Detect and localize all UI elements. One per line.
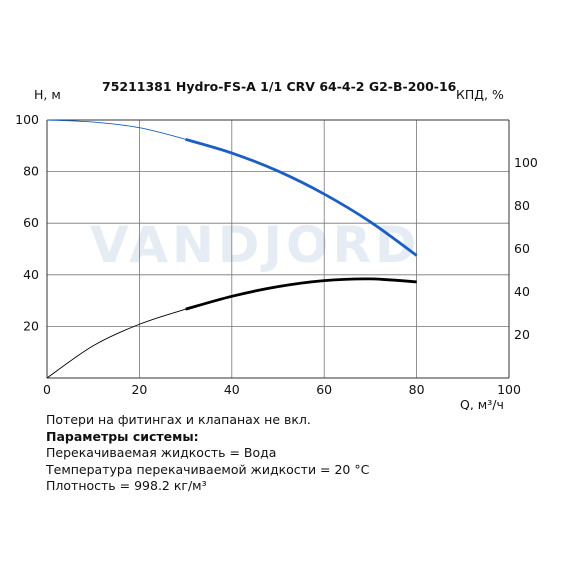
info-liquid: Перекачиваемая жидкость = Вода — [46, 445, 277, 460]
y-tick-label: 40 — [23, 267, 39, 282]
x-tick-label: 0 — [43, 382, 51, 397]
chart-title: 75211381 Hydro-FS-A 1/1 CRV 64-4-2 G2-B-… — [102, 79, 457, 94]
plot-frame — [46, 119, 510, 379]
y-tick-label: 60 — [23, 215, 39, 230]
pump-performance-chart: VANDJORD 0 20 40 60 80 100 20 40 60 80 100 20 40 60 80… — [15, 79, 538, 410]
x-tick-label: 60 — [316, 382, 332, 397]
system-info: Потери на фитингах и клапанах не вкл. Па… — [46, 412, 369, 495]
x-tick-label: 40 — [224, 382, 240, 397]
info-note: Потери на фитингах и клапанах не вкл. — [46, 412, 311, 427]
y2-axis-label: КПД, % — [456, 87, 504, 102]
x-axis-label: Q, м³/ч — [460, 397, 504, 410]
y-tick-label: 100 — [15, 112, 39, 127]
grid — [47, 120, 509, 378]
efficiency-curve-bold — [185, 277, 417, 311]
head-curve-bold — [185, 138, 418, 257]
info-temperature: Температура перекачиваемой жидкости = 20… — [46, 461, 370, 477]
y2-tick-label: 60 — [514, 241, 530, 256]
x-tick-label: 80 — [409, 382, 425, 397]
ticks-layer: 0 20 40 60 80 100 20 40 60 80 100 20 40 60 80 100 — [15, 112, 538, 397]
y2-tick-label: 40 — [514, 284, 530, 299]
x-tick-label: 100 — [497, 382, 521, 397]
y-tick-label: 20 — [23, 318, 39, 333]
series-layer — [46, 119, 418, 379]
y-tick-label: 80 — [23, 164, 39, 179]
y2-tick-label: 100 — [514, 155, 538, 170]
y2-tick-label: 80 — [514, 198, 530, 213]
x-tick-label: 20 — [131, 382, 147, 397]
info-heading: Параметры системы: — [46, 428, 199, 444]
y-axis-label: H, м — [34, 87, 61, 102]
watermark-logo: VANDJORD — [90, 216, 420, 274]
info-density: Плотность = 998.2 кг/м³ — [46, 478, 207, 493]
y2-tick-label: 20 — [514, 327, 530, 342]
